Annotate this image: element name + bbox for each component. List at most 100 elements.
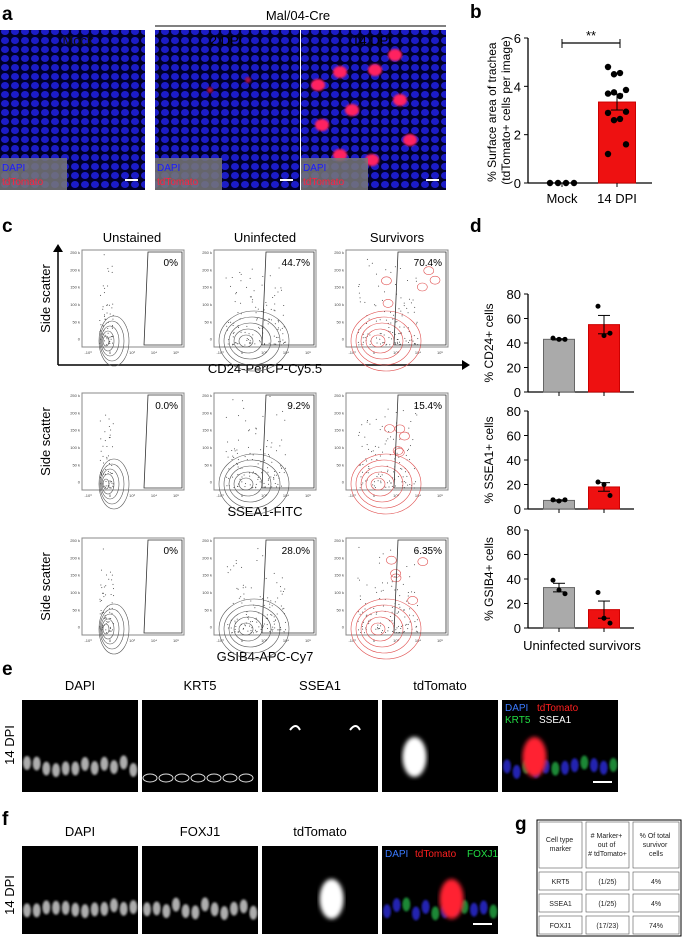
event-dot (262, 275, 264, 277)
x-tick-label: 10³ (129, 638, 135, 643)
table-cell-text: (17/23) (596, 923, 618, 930)
data-point (595, 589, 601, 595)
channel-label: DAPI (65, 678, 95, 693)
data-point (616, 115, 624, 123)
event-dot (268, 342, 270, 344)
data-point (554, 179, 562, 187)
event-dot (242, 584, 244, 586)
event-dot (385, 440, 387, 442)
event-dot (227, 456, 229, 458)
arrowhead-icon (462, 360, 470, 370)
contour-line (228, 465, 272, 503)
event-dot (100, 584, 102, 586)
event-dot (110, 617, 112, 619)
event-dot (274, 601, 276, 603)
event-dot (397, 476, 399, 478)
y-axis-label: Side scatter (38, 407, 53, 476)
contour-line (218, 310, 290, 372)
membrane-signal (206, 773, 222, 783)
event-dot (101, 592, 103, 594)
cell-nucleus (81, 904, 89, 919)
y-tick-label: 0 (210, 337, 213, 342)
x-tick-label: 0 (241, 350, 244, 355)
event-dot (238, 439, 240, 441)
cell-nucleus (90, 761, 99, 776)
gate-percentage: 6.35% (414, 546, 442, 557)
cell-nucleus (42, 761, 51, 776)
event-dot (284, 454, 286, 456)
axis-label-line: (tdTomato+ cells per image) (499, 36, 513, 184)
event-dot (388, 431, 390, 433)
event-dot (262, 555, 264, 557)
table-cell (538, 915, 583, 935)
cell-nucleus (172, 897, 180, 912)
event-dot (394, 342, 396, 344)
tdtomato-cell (368, 64, 382, 76)
event-dot (379, 627, 381, 629)
gate (261, 394, 315, 489)
event-dot (240, 313, 242, 315)
contour-line (407, 596, 418, 605)
event-dot (416, 619, 418, 621)
y-tick-label: 150 k (334, 285, 344, 290)
event-dot (408, 427, 410, 429)
event-dot (256, 621, 258, 623)
event-dot (410, 339, 412, 341)
event-dot (228, 468, 230, 470)
event-dot (273, 343, 275, 345)
cell-nucleus (42, 900, 51, 915)
y-tick-label: 250 k (70, 250, 80, 255)
event-dot (365, 615, 367, 617)
event-dot (398, 333, 400, 335)
event-dot (362, 611, 364, 613)
event-dot (106, 337, 108, 339)
flow-plot: 250 k 200 k 150 k 100 k 50 k 0 -10³ 0 10³ 10⁴ 10⁵ 0… (70, 392, 185, 510)
event-dot (409, 614, 411, 616)
panel-letter: a (2, 4, 13, 25)
event-dot (100, 450, 102, 452)
event-dot (266, 624, 268, 626)
bar-uninfected (543, 587, 575, 629)
event-dot (105, 481, 107, 483)
event-dot (100, 438, 102, 440)
merged-image (382, 846, 498, 934)
event-dot (401, 315, 403, 317)
x-tick-label: 0 (109, 493, 112, 498)
contour-line (350, 598, 422, 660)
contour-line (98, 458, 130, 510)
event-dot (384, 416, 386, 418)
contour-line (423, 266, 435, 276)
event-dot (267, 323, 269, 325)
y-tick-label: 250 k (334, 250, 344, 255)
event-dot (273, 309, 275, 311)
event-dot (112, 318, 114, 320)
event-dot (413, 343, 415, 345)
contour-line (100, 468, 120, 500)
event-dot (274, 287, 276, 289)
event-dot (416, 414, 418, 416)
event-dot (249, 625, 251, 627)
x-tick-label: -10³ (216, 493, 224, 498)
event-dot (393, 471, 395, 473)
event-dot (284, 467, 286, 469)
event-dot (259, 328, 261, 330)
event-dot (243, 598, 245, 600)
event-dot (255, 629, 257, 631)
event-dot (240, 280, 242, 282)
event-dot (241, 602, 243, 604)
event-dot (111, 579, 113, 581)
event-dot (389, 344, 391, 346)
x-tick-label: 10⁵ (437, 493, 443, 498)
event-dot (394, 589, 396, 591)
event-dot (265, 301, 267, 303)
event-dot (103, 292, 105, 294)
event-dot (414, 306, 416, 308)
event-dot (251, 268, 253, 270)
event-dot (391, 620, 393, 622)
event-dot (416, 605, 418, 607)
event-dot (394, 576, 396, 578)
event-dot (106, 312, 108, 314)
event-dot (359, 487, 361, 489)
data-point (607, 330, 613, 336)
event-dot (399, 595, 401, 597)
